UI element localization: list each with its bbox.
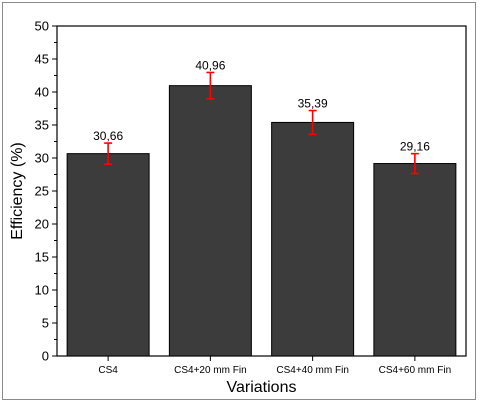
y-tick-label: 15: [35, 250, 49, 265]
y-tick-label: 50: [35, 19, 49, 34]
y-tick-label: 0: [42, 349, 49, 364]
y-tick-label: 10: [35, 283, 49, 298]
error-bars: [104, 71, 419, 175]
bar: [271, 121, 355, 357]
bars: [66, 85, 457, 357]
data-label: 29,16: [400, 140, 430, 154]
data-labels: 30,66 40,96 35,39 29,16: [93, 58, 430, 153]
y-axis-title: Efficiency (%): [9, 142, 26, 240]
y-axis: 0 5 10 15 20 25 30 35 40 45 50: [35, 19, 57, 364]
bar: [373, 163, 457, 357]
data-label: 35,39: [298, 97, 328, 111]
x-tick-label: CS4: [98, 365, 118, 376]
x-axis-title: Variations: [227, 379, 297, 396]
x-tick-label: CS4+20 mm Fin: [174, 365, 247, 376]
bar: [66, 153, 150, 357]
y-tick-label: 25: [35, 184, 49, 199]
y-tick-label: 30: [35, 151, 49, 166]
x-axis: CS4 CS4+20 mm Fin CS4+40 mm Fin CS4+60 mm F…: [98, 356, 451, 376]
y-tick-label: 45: [35, 52, 49, 67]
y-tick-label: 35: [35, 118, 49, 133]
x-tick-label: CS4+40 mm Fin: [276, 365, 349, 376]
data-label: 40,96: [195, 58, 225, 72]
x-tick-label: CS4+60 mm Fin: [379, 365, 452, 376]
y-tick-label: 5: [42, 316, 49, 331]
data-label: 30,66: [93, 129, 123, 143]
y-tick-label: 20: [35, 217, 49, 232]
y-tick-label: 40: [35, 85, 49, 100]
bar: [168, 85, 252, 357]
